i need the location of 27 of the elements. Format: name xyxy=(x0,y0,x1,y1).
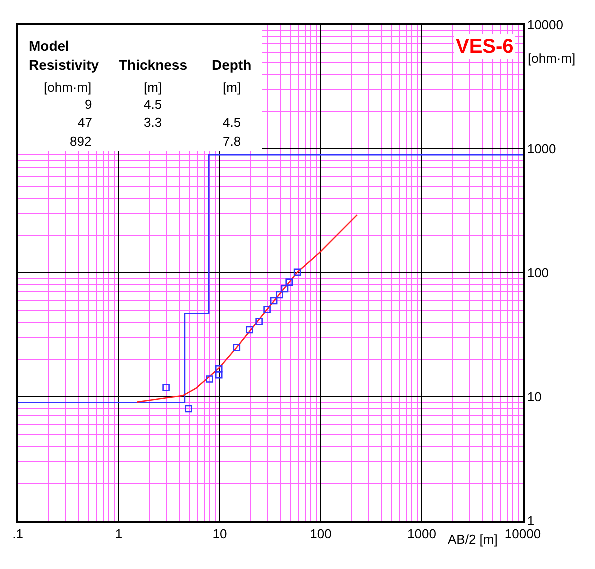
annotation: [m] xyxy=(144,80,162,95)
annotation: [m] xyxy=(223,80,242,95)
x-axis-title: AB/2 [m] xyxy=(448,532,498,547)
annotation: Model xyxy=(29,38,70,54)
y-tick-label: 10000 xyxy=(527,18,564,33)
annotation: 4.5 xyxy=(223,115,242,130)
y-tick-label: 10 xyxy=(527,390,542,405)
x-tick-label: 100 xyxy=(310,526,332,542)
y-tick-label: 100 xyxy=(527,266,550,281)
y-tick-label: 1 xyxy=(527,514,535,529)
x-tick-label: 1000 xyxy=(408,526,436,542)
text: VES-6 xyxy=(456,36,514,58)
annotation: Resistivity xyxy=(29,57,100,73)
x-tick-label: .1 xyxy=(12,526,24,542)
annotation: Depth xyxy=(212,57,252,73)
annotation: Thickness xyxy=(119,57,188,73)
annotation: 4.5 xyxy=(144,97,162,112)
annotation: 7.8 xyxy=(223,134,242,149)
x-tick-label: 1 xyxy=(115,526,123,542)
annotation: [ohm·m] xyxy=(44,80,92,95)
annotation: 47 xyxy=(78,115,92,130)
annotation: 9 xyxy=(85,97,92,112)
annotation: 3.3 xyxy=(144,115,162,130)
x-tick-label: 10 xyxy=(212,526,228,542)
annotation: 892 xyxy=(70,134,92,149)
y-axis-title: [ohm·m] xyxy=(528,51,576,66)
y-tick-label: 1000 xyxy=(527,142,556,157)
